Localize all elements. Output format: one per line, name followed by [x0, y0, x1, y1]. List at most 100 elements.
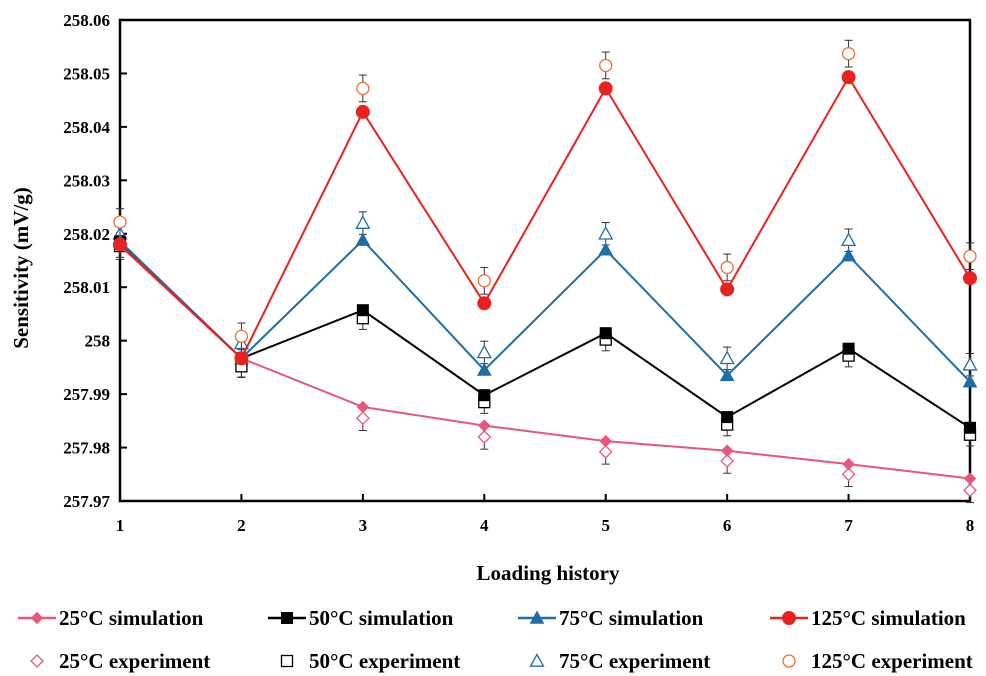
y-tick-label: 258.02 [63, 225, 110, 244]
data-point [841, 467, 856, 482]
data-point [234, 351, 249, 366]
data-point [598, 242, 614, 256]
series-line [119, 75, 971, 360]
x-tick-label: 6 [723, 516, 732, 535]
y-tick-label: 257.97 [63, 492, 110, 511]
data-point [963, 271, 977, 286]
data-point [355, 232, 371, 246]
legend-label: 125°C simulation [811, 606, 966, 630]
data-point [355, 104, 370, 119]
x-tick-label: 8 [966, 516, 975, 535]
series-125-c-simulation [113, 70, 977, 366]
data-point [962, 356, 978, 371]
data-point [841, 248, 856, 262]
data-point [598, 225, 614, 240]
series-125-c-experiment [113, 39, 977, 351]
series-line [119, 244, 971, 480]
data-point [842, 457, 855, 471]
legend-marker [30, 654, 44, 668]
y-axis-title: Sensitivity (mV/g) [9, 187, 33, 349]
x-tick-label: 5 [601, 516, 610, 535]
data-point [478, 389, 491, 402]
data-point [721, 411, 734, 424]
data-point [599, 58, 613, 73]
series-line [119, 241, 971, 429]
data-point [598, 81, 613, 96]
y-tick-label: 258.01 [63, 278, 110, 297]
data-point [963, 249, 977, 263]
data-point [476, 362, 492, 376]
x-axis-title: Loading history [477, 561, 620, 585]
x-axis-ticks: 1 2 3 4 5 6 7 8 [116, 494, 975, 535]
legend-marker [30, 611, 44, 625]
data-point [842, 342, 855, 355]
y-tick-label: 257.98 [63, 439, 110, 458]
x-tick-label: 3 [359, 516, 368, 535]
legend-marker [280, 654, 294, 668]
legend-item: 125°C experiment [782, 649, 973, 673]
data-point [599, 327, 612, 340]
data-point [356, 400, 370, 414]
y-tick-label: 257.99 [63, 385, 110, 404]
data-point [113, 215, 127, 229]
data-point [477, 429, 492, 444]
legend-label: 50°C experiment [309, 649, 460, 673]
legend-marker [281, 612, 293, 624]
data-point [719, 350, 735, 365]
legend-item: 75°C experiment [529, 649, 710, 673]
x-tick-label: 7 [844, 516, 853, 535]
legend-item: 50°C experiment [280, 649, 460, 673]
series-layer [112, 39, 978, 504]
data-point [964, 421, 976, 434]
series-line [119, 238, 971, 383]
legend-label: 75°C simulation [559, 606, 704, 630]
data-point [720, 444, 734, 457]
legend-item: 25°C experiment [30, 649, 210, 673]
legend-marker [782, 611, 796, 625]
data-point [963, 472, 977, 485]
data-point [720, 453, 735, 468]
x-tick-label: 2 [237, 516, 246, 535]
y-tick-label: 258.06 [63, 11, 110, 30]
data-point [113, 237, 127, 252]
legend-item: 50°C simulation [268, 606, 454, 630]
legend-item: 75°C simulation [518, 606, 704, 630]
legend-marker [529, 610, 545, 624]
data-point [355, 215, 371, 229]
data-point [841, 70, 856, 85]
legend-label: 25°C experiment [59, 649, 210, 673]
data-point [720, 282, 735, 297]
data-point [476, 344, 492, 359]
legend-item: 125°C simulation [770, 606, 966, 630]
legend-label: 125°C experiment [811, 649, 973, 673]
y-tick-label: 258.04 [63, 118, 110, 137]
x-tick-label: 4 [480, 516, 489, 535]
data-point [355, 411, 370, 426]
data-point [356, 304, 369, 317]
data-point [234, 329, 249, 344]
y-tick-label: 258.05 [63, 64, 110, 83]
data-point [840, 232, 857, 247]
data-point [841, 47, 856, 61]
series-75-c-experiment [112, 211, 978, 377]
data-point [963, 483, 977, 498]
data-point [477, 296, 492, 311]
data-point [962, 374, 978, 388]
y-axis-ticks: 257.97 257.98 257.99 258 258.01 258.02 258.03 2… [63, 11, 127, 511]
data-point [719, 367, 735, 382]
y-tick-label: 258 [85, 332, 111, 351]
data-point [720, 260, 734, 275]
legend: 25°C simulation 50°C simulation 75°C simul… [18, 606, 973, 673]
data-point [478, 419, 491, 432]
data-point [598, 444, 613, 459]
legend-item: 25°C simulation [18, 606, 204, 630]
x-tick-label: 1 [116, 516, 125, 535]
legend-marker [782, 654, 796, 668]
legend-label: 50°C simulation [309, 606, 454, 630]
legend-label: 25°C simulation [59, 606, 204, 630]
y-tick-label: 258.03 [63, 171, 110, 190]
legend-label: 75°C experiment [559, 649, 710, 673]
data-point [599, 434, 612, 448]
data-point [356, 81, 370, 96]
